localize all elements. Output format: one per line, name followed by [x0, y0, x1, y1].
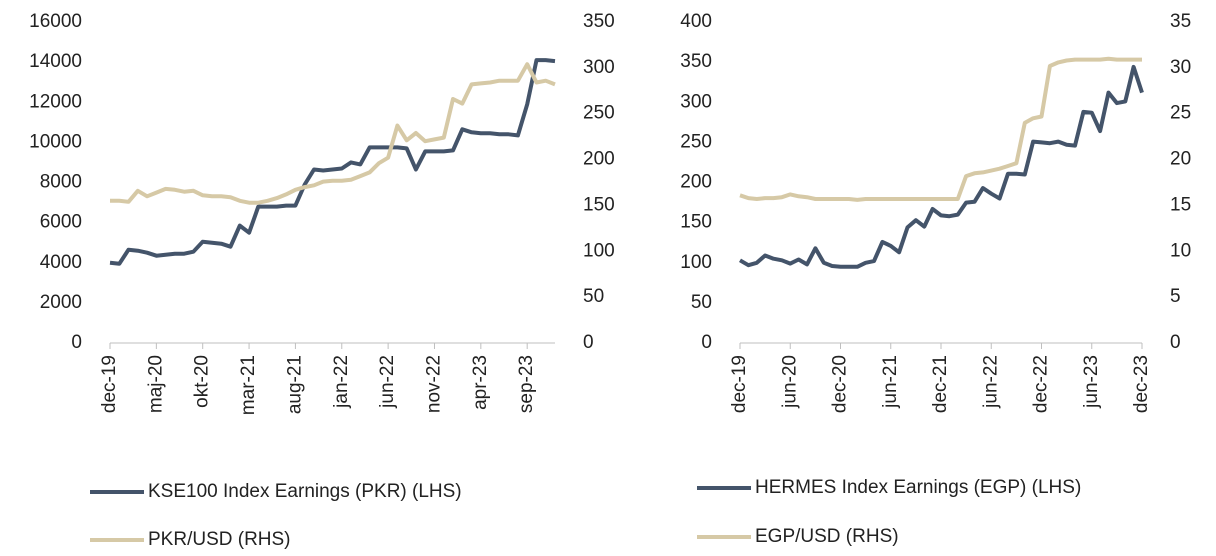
y2-tick-label: 250: [583, 103, 615, 124]
chart: 0 50 100 150 200 250 300 350 400 0 5 10 15 20 25 30 35 de…: [680, 11, 1191, 547]
x-tick-label: maj-20: [145, 355, 166, 413]
legend-label: EGP/USD (RHS): [755, 526, 899, 547]
y-tick-label: 0: [71, 332, 82, 353]
y2-tick-label: 5: [1170, 286, 1181, 307]
y-tick-label: 300: [680, 91, 712, 112]
y2-tick-label: 15: [1170, 194, 1191, 215]
x-tick-label: okt-20: [192, 355, 213, 408]
x-tick-label: sep-23: [516, 355, 537, 413]
series-line: [739, 56, 1142, 202]
x-tick-label: dec-19: [729, 355, 750, 413]
x-tick-label: nov-22: [423, 355, 444, 413]
series-line: [109, 58, 556, 266]
x-tick-label: dec-23: [1131, 355, 1152, 413]
y-tick-label: 200: [680, 172, 712, 193]
y2-tick-label: 200: [583, 149, 615, 170]
y-tick-label: 16000: [29, 11, 82, 32]
y-tick-label: 400: [680, 11, 712, 32]
y-tick-label: 50: [691, 292, 712, 313]
x-tick-label: jun-20: [779, 355, 800, 409]
series-line: [738, 64, 1144, 269]
x-tick-label: apr-23: [470, 355, 491, 410]
x-tick-label: mar-21: [238, 355, 259, 415]
y-tick-label: 14000: [29, 51, 82, 72]
y-tick-label: 10000: [29, 131, 82, 152]
y2-tick-label: 35: [1170, 11, 1191, 32]
x-tick-label: jun-22: [377, 355, 398, 409]
y2-tick-label: 0: [1170, 332, 1181, 353]
series-line: [110, 62, 556, 205]
y2-tick-label: 20: [1170, 149, 1191, 170]
y-tick-label: 150: [680, 212, 712, 233]
x-tick-label: jun-21: [880, 355, 901, 409]
legend-label: KSE100 Index Earnings (PKR) (LHS): [148, 481, 462, 502]
x-tick-label: jun-22: [980, 355, 1001, 409]
y2-tick-label: 150: [583, 194, 615, 215]
y-tick-label: 350: [680, 51, 712, 72]
y2-tick-label: 0: [583, 332, 594, 353]
y2-tick-label: 25: [1170, 103, 1191, 124]
x-tick-label: dec-20: [830, 355, 851, 413]
y-tick-label: 100: [680, 252, 712, 273]
x-tick-label: jan-22: [331, 355, 352, 409]
y-tick-label: 12000: [29, 91, 82, 112]
y2-tick-label: 10: [1170, 240, 1191, 261]
y-tick-label: 2000: [40, 292, 82, 313]
legend-label: PKR/USD (RHS): [148, 529, 291, 550]
y2-tick-label: 300: [583, 57, 615, 78]
y2-tick-label: 100: [583, 240, 615, 261]
y-tick-label: 0: [701, 332, 712, 353]
x-tick-label: dec-21: [930, 355, 951, 413]
chart: 0 2000 4000 6000 8000 10000 12000 14000 16000 0 50…: [29, 11, 615, 550]
x-tick-label: dec-22: [1031, 355, 1052, 413]
x-tick-label: aug-21: [284, 355, 305, 414]
legend-label: HERMES Index Earnings (EGP) (LHS): [755, 477, 1081, 498]
y-tick-label: 250: [680, 131, 712, 152]
x-tick-label: dec-19: [99, 355, 120, 413]
x-tick-label: jun-23: [1081, 355, 1102, 409]
y-tick-label: 8000: [40, 172, 82, 193]
y-tick-label: 4000: [40, 252, 82, 273]
y2-tick-label: 350: [583, 11, 615, 32]
y2-tick-label: 30: [1170, 57, 1191, 78]
y-tick-label: 6000: [40, 212, 82, 233]
y2-tick-label: 50: [583, 286, 604, 307]
